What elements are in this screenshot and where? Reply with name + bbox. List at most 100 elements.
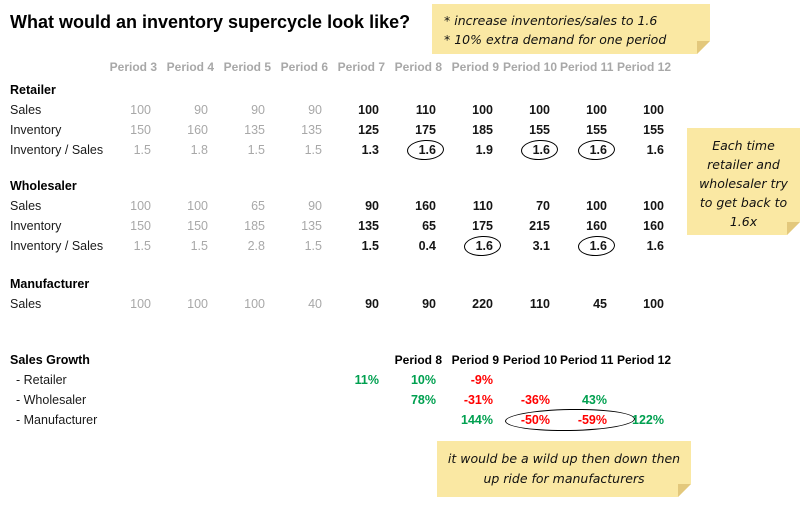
value-cell: 110 — [446, 199, 503, 213]
value: 1.6 — [646, 239, 664, 253]
value-cell: 160 — [560, 219, 617, 233]
growth-cell: 11% — [332, 373, 389, 387]
period-header: Period 6 — [280, 60, 328, 74]
value: 65 — [422, 219, 436, 233]
growth-value: -31% — [463, 393, 493, 407]
value: 40 — [308, 297, 322, 311]
growth-period-header: Period 8 — [394, 353, 442, 367]
period-header: Period 9 — [451, 60, 499, 74]
value-cell: 0.4 — [389, 239, 446, 253]
period-header: Period 11 — [560, 60, 614, 74]
period-header: Period 10 — [503, 60, 558, 74]
value: 1.9 — [475, 143, 493, 157]
value: 100 — [643, 297, 664, 311]
growth-value: 10% — [410, 373, 436, 387]
value-cell: 220 — [446, 297, 503, 311]
table-row: Sales 100 100 100 40 90 90 220 110 45 100 — [10, 294, 674, 314]
value: 1.6 — [589, 239, 607, 253]
value: 125 — [358, 123, 379, 137]
row-label: Sales — [10, 297, 42, 311]
row-label: Inventory / Sales — [10, 239, 104, 253]
value: 1.5 — [190, 239, 208, 253]
value-cell: 135 — [275, 219, 332, 233]
value: 45 — [593, 297, 607, 311]
value-cell: 135 — [275, 123, 332, 137]
value-cell: 185 — [446, 123, 503, 137]
period-header-row: Period 3 Period 4 Period 5 Period 6 Period 7… — [10, 56, 674, 78]
value-cell: 100 — [446, 103, 503, 117]
growth-value: 122% — [632, 413, 664, 427]
row-label: Sales — [10, 103, 42, 117]
value-cell: 90 — [218, 103, 275, 117]
value: 0.4 — [418, 239, 436, 253]
value-cell: 3.1 — [503, 239, 560, 253]
section-title: Wholesaler — [10, 179, 77, 193]
growth-row: - Retailer 11% 10% -9% — [10, 370, 674, 390]
value: 100 — [472, 103, 493, 117]
value: 135 — [301, 123, 322, 137]
value-cell: 100 — [161, 297, 218, 311]
value-cell: 90 — [332, 199, 389, 213]
value: 100 — [529, 103, 550, 117]
period-header: Period 4 — [166, 60, 214, 74]
value: 90 — [365, 199, 379, 213]
value: 100 — [244, 297, 265, 311]
value-cell: 160 — [161, 123, 218, 137]
value-cell: 160 — [389, 199, 446, 213]
value-cell: 70 — [503, 199, 560, 213]
value: 215 — [529, 219, 550, 233]
row-label: Inventory — [10, 123, 62, 137]
value: 1.5 — [133, 143, 151, 157]
value: 90 — [194, 103, 208, 117]
period-header: Period 3 — [109, 60, 157, 74]
value: 185 — [244, 219, 265, 233]
value: 150 — [187, 219, 208, 233]
value-cell: 65 — [389, 219, 446, 233]
sticky-note-assumptions: * increase inventories/sales to 1.6 * 10… — [432, 4, 710, 54]
value-cell: 1.5 — [104, 143, 161, 157]
value-cell: 90 — [389, 297, 446, 311]
value-cell: 100 — [104, 297, 161, 311]
value-cell: 150 — [104, 123, 161, 137]
table-row: Inventory 150 160 135 135 125 175 185 155 155 155 — [10, 120, 674, 140]
value: 100 — [586, 103, 607, 117]
growth-header-row: Sales Growth Period 8 Period 9 Period 10 Per… — [10, 350, 674, 370]
growth-value: 43% — [581, 393, 607, 407]
value-cell: 100 — [218, 297, 275, 311]
growth-row-label: - Manufacturer — [16, 413, 98, 427]
growth-value: 144% — [461, 413, 493, 427]
value-cell: 100 — [617, 103, 674, 117]
sticky-note-ratio-target: Each time retailer and wholesaler try to… — [687, 128, 800, 235]
growth-row: - Manufacturer 144% -50% -59% 122% — [10, 410, 674, 430]
value: 1.6 — [589, 143, 607, 157]
value: 135 — [358, 219, 379, 233]
row-label: Inventory / Sales — [10, 143, 104, 157]
growth-row: - Wholesaler 78% -31% -36% 43% — [10, 390, 674, 410]
value-cell: 150 — [161, 219, 218, 233]
value-cell: 100 — [560, 103, 617, 117]
value: 110 — [529, 297, 550, 311]
growth-period-header: Period 12 — [617, 353, 672, 367]
value: 1.3 — [361, 143, 379, 157]
value-cell: 100 — [617, 199, 674, 213]
growth-cell: -59% — [560, 413, 617, 427]
growth-cell: -9% — [446, 373, 503, 387]
section-title: Manufacturer — [10, 277, 90, 291]
value: 90 — [365, 297, 379, 311]
growth-cell: -36% — [503, 393, 560, 407]
growth-title: Sales Growth — [10, 353, 90, 367]
value: 100 — [130, 199, 151, 213]
period-header: Period 5 — [223, 60, 271, 74]
value: 160 — [643, 219, 664, 233]
sticky-note-manufacturer-ride: it would be a wild up then down then up … — [437, 441, 691, 497]
value: 100 — [643, 199, 664, 213]
value-cell: 155 — [560, 123, 617, 137]
value-cell: 100 — [560, 199, 617, 213]
growth-value: 78% — [410, 393, 436, 407]
value-cell: 1.6 — [560, 143, 617, 157]
growth-cell: 78% — [389, 393, 446, 407]
table-row: Inventory / Sales 1.5 1.5 2.8 1.5 1.5 0.4 1.6 3.… — [10, 236, 674, 256]
value-cell: 100 — [503, 103, 560, 117]
value-cell: 100 — [104, 103, 161, 117]
value: 2.8 — [247, 239, 265, 253]
